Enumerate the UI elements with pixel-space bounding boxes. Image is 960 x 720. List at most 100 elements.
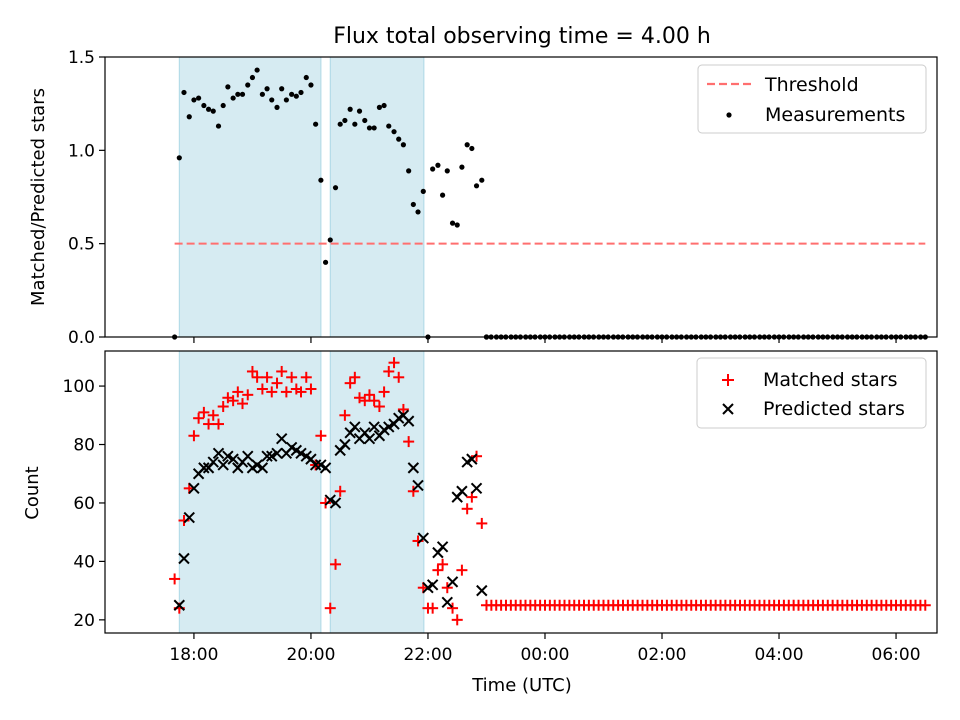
matched-point — [471, 450, 483, 462]
matched-point — [447, 602, 459, 614]
measurement-point — [283, 97, 289, 103]
measurement-point — [435, 162, 441, 168]
matched-point — [456, 564, 468, 576]
measurement-point — [264, 86, 270, 92]
top-y-ticks: 0.0 0.5 1.0 1.5 — [68, 48, 105, 348]
measurement-point — [406, 168, 412, 174]
measurement-point — [313, 121, 319, 127]
matched-point — [227, 395, 239, 407]
measurement-point — [293, 93, 299, 99]
predicted-point — [198, 462, 210, 474]
matched-point — [242, 389, 254, 401]
y-tick-label: 100 — [63, 377, 95, 397]
measurement-point — [289, 91, 295, 97]
matched-point — [403, 436, 415, 448]
y-tick-label: 40 — [73, 552, 95, 572]
matched-point — [261, 371, 273, 383]
predicted-point — [470, 482, 483, 495]
measurement-point — [352, 121, 358, 127]
measurement-point — [318, 177, 324, 183]
measurement-point — [415, 209, 421, 215]
x-tick-label: 02:00 — [638, 645, 687, 665]
measurement-point — [454, 222, 460, 228]
measurement-point — [303, 74, 309, 81]
bottom-y-axis-label: Count — [22, 466, 43, 519]
matched-point — [251, 371, 263, 383]
measurement-point — [444, 168, 450, 174]
matched-point — [213, 418, 225, 430]
measurement-point — [308, 82, 314, 88]
top-series-layer — [172, 67, 928, 340]
measurement-point — [371, 125, 377, 131]
predicted-point — [363, 432, 376, 445]
measurement-point — [215, 123, 222, 129]
predicted-point — [251, 459, 263, 471]
matched-point — [427, 602, 439, 614]
predicted-point — [261, 450, 273, 462]
measurement-point — [205, 106, 212, 112]
matched-point — [437, 558, 449, 570]
matched-point — [286, 371, 298, 383]
legend-predicted-swatch — [722, 403, 734, 415]
measurement-point — [279, 86, 285, 92]
measurement-point — [327, 237, 333, 243]
matched-point — [271, 377, 283, 389]
bottom-panel: 20 40 60 80 100 18:00 20:00 22:00 00:00 02:00 04:… — [22, 350, 938, 696]
measurement-point — [235, 91, 241, 97]
measurement-point — [362, 117, 368, 124]
measurement-point — [337, 121, 343, 127]
measurement-point — [181, 89, 187, 96]
measurement-point — [269, 97, 275, 103]
measurement-point — [356, 108, 363, 114]
predicted-point — [402, 415, 415, 427]
top-y-axis-label: Matched/Predicted stars — [28, 88, 49, 306]
matched-point — [393, 371, 405, 383]
bottom-axes-frame — [104, 350, 938, 634]
y-tick-label: 1.5 — [68, 48, 95, 68]
y-tick-label: 0.0 — [68, 328, 95, 348]
matched-point — [461, 503, 473, 515]
measurement-point — [254, 67, 260, 73]
matched-point — [236, 398, 248, 410]
predicted-point — [368, 421, 380, 433]
matched-point — [476, 517, 488, 529]
matched-point — [276, 365, 288, 377]
bottom-shaded-regions — [178, 350, 425, 634]
top-panel: Flux total observing time = 4.00 h 0.00.… — [28, 24, 938, 348]
matched-point — [256, 383, 268, 395]
measurement-point — [245, 82, 251, 88]
matched-point — [363, 389, 375, 401]
measurement-point — [225, 84, 231, 90]
top-legend: Threshold Measurements — [697, 64, 927, 134]
predicted-point — [319, 462, 332, 474]
predicted-point — [446, 576, 459, 588]
predicted-point — [212, 447, 225, 459]
measurement-point — [386, 123, 392, 129]
matched-point — [407, 485, 419, 497]
measurement-point — [449, 220, 456, 226]
measurement-point — [196, 95, 202, 101]
measurement-point — [259, 91, 265, 97]
measurement-point — [274, 104, 280, 110]
x-tick-label: 18:00 — [169, 645, 218, 665]
matched-point — [188, 430, 200, 442]
measurement-point — [230, 95, 236, 101]
matched-point — [330, 558, 342, 570]
predicted-point — [339, 438, 351, 451]
measurement-point — [366, 125, 373, 131]
measurement-point — [347, 106, 353, 112]
predicted-point — [407, 462, 420, 474]
y-tick-label: 0.5 — [68, 235, 95, 255]
measurement-point — [220, 102, 226, 109]
matched-point — [320, 497, 332, 509]
predicted-point — [412, 479, 424, 492]
matched-point — [441, 582, 453, 594]
predicted-point — [426, 579, 439, 591]
matched-point — [349, 371, 361, 383]
matched-point — [919, 599, 931, 611]
measurement-point — [342, 117, 348, 124]
shaded-region — [178, 350, 322, 634]
matched-point — [193, 412, 205, 424]
predicted-point — [295, 447, 307, 459]
